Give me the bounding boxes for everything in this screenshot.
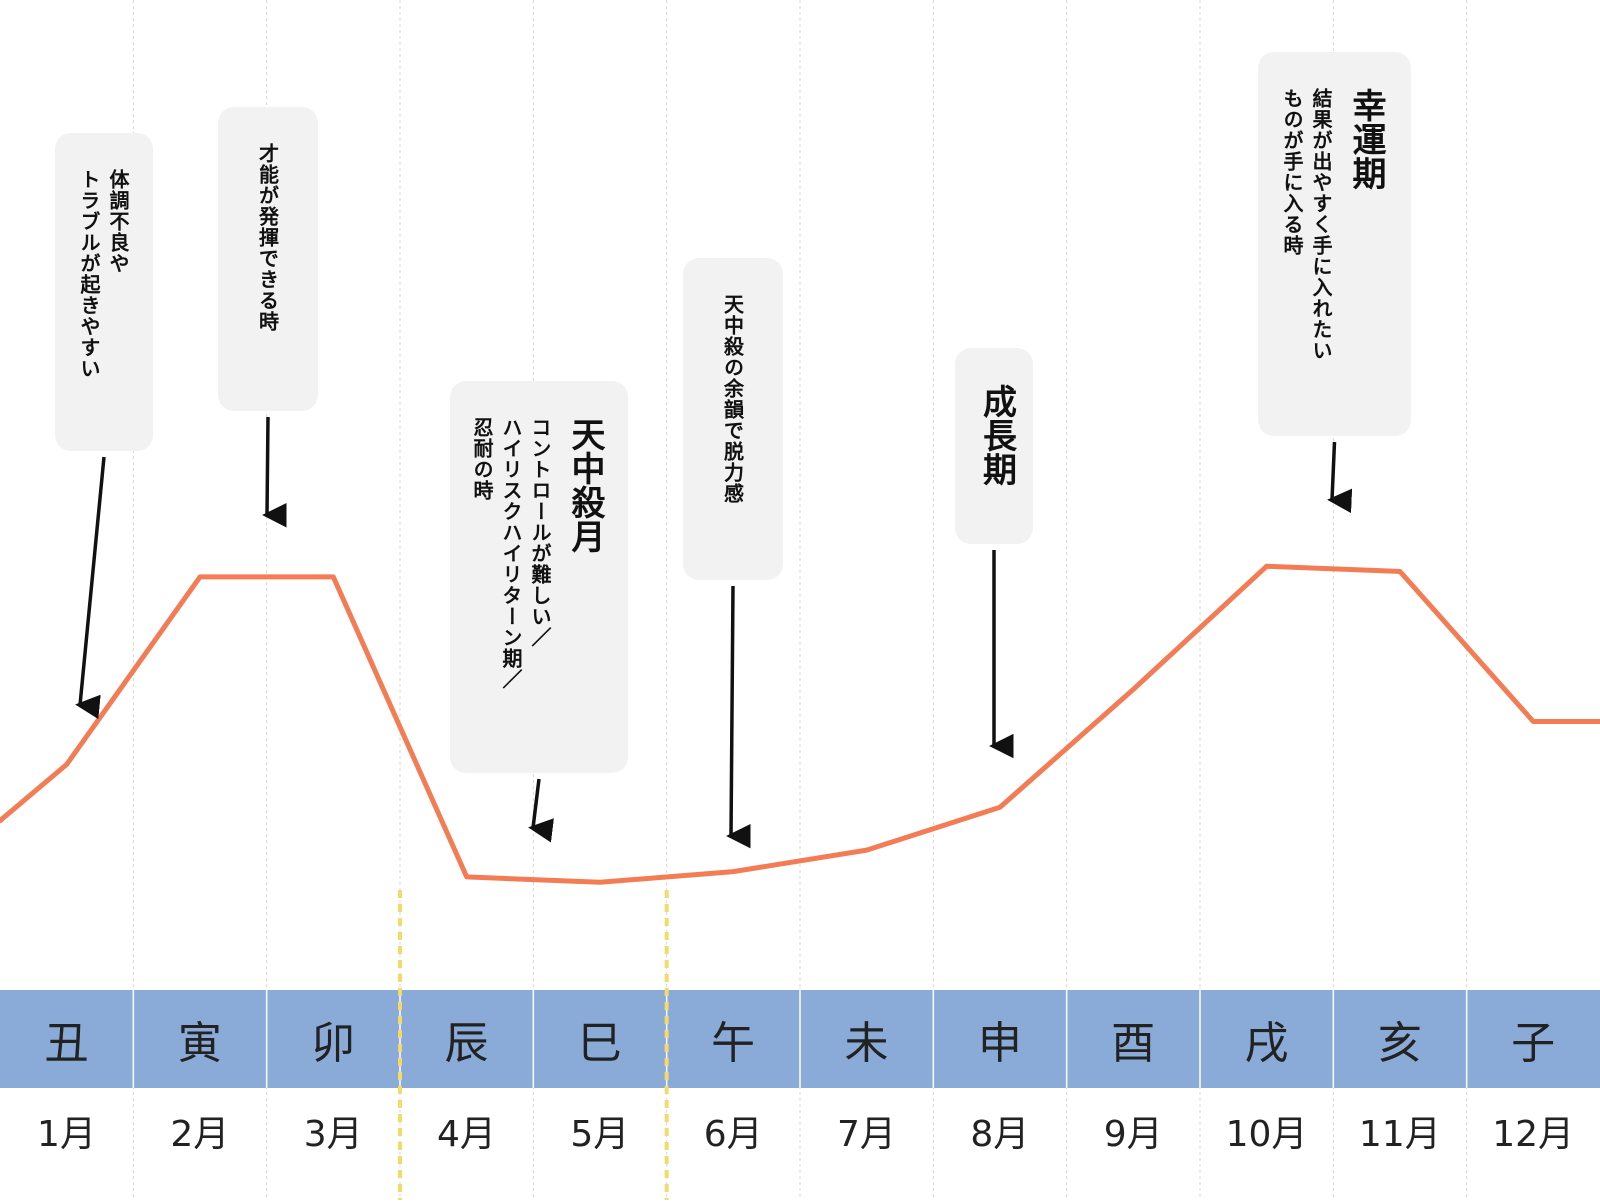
annotation-text: ものが手に入る時 xyxy=(1278,88,1307,256)
annotation-bubble: 成長期 xyxy=(955,348,1033,544)
month-tick-label: 8月 xyxy=(933,1105,1066,1157)
month-tick-label: 10月 xyxy=(1200,1105,1333,1157)
annotation-title: 幸運期 xyxy=(1342,88,1391,190)
month-tick-label: 2月 xyxy=(133,1105,266,1157)
zodiac-label: 未 xyxy=(800,990,933,1088)
zodiac-label: 卯 xyxy=(267,990,400,1088)
month-tick-label: 12月 xyxy=(1467,1105,1600,1157)
zodiac-label: 申 xyxy=(933,990,1066,1088)
annotation-bubble: 幸運期結果が出やすく手に入れたいものが手に入る時 xyxy=(1258,52,1411,436)
zodiac-label: 子 xyxy=(1467,990,1600,1088)
zodiac-label: 戌 xyxy=(1200,990,1333,1088)
annotation-bubble: 天中殺の余韻で脱力感 xyxy=(683,258,783,580)
month-tick-label: 1月 xyxy=(0,1105,133,1157)
zodiac-label: 辰 xyxy=(400,990,533,1088)
month-tick-label: 11月 xyxy=(1333,1105,1466,1157)
annotation-bubble: 天中殺月コントロールが難しい／ハイリスクハイリターン期／忍耐の時 xyxy=(450,381,628,773)
month-tick-label: 7月 xyxy=(800,1105,933,1157)
annotation-arrow xyxy=(533,779,539,828)
annotation-text: トラブルが起きやすい xyxy=(75,169,104,379)
zodiac-label: 亥 xyxy=(1333,990,1466,1088)
annotation-arrow xyxy=(731,586,733,836)
zodiac-label: 酉 xyxy=(1067,990,1200,1088)
annotation-text: 天中殺の余韻で脱力感 xyxy=(719,294,748,504)
month-tick-label: 3月 xyxy=(267,1105,400,1157)
annotation-arrow xyxy=(80,457,104,705)
annotation-title: 成長期 xyxy=(973,384,1022,486)
annotation-bubble: 才能が発揮できる時 xyxy=(218,107,318,411)
month-tick-label: 6月 xyxy=(667,1105,800,1157)
month-tick-label: 5月 xyxy=(533,1105,666,1157)
annotation-arrow xyxy=(267,417,268,515)
annotation-title: 天中殺月 xyxy=(561,417,610,553)
zodiac-label: 丑 xyxy=(0,990,133,1088)
annotation-text: 忍耐の時 xyxy=(468,417,497,501)
annotation-text: ハイリスクハイリターン期／ xyxy=(497,417,526,690)
zodiac-label: 午 xyxy=(667,990,800,1088)
annotation-text: 体調不良や xyxy=(104,169,133,274)
annotation-arrow xyxy=(1332,442,1335,500)
annotation-text: 才能が発揮できる時 xyxy=(254,143,283,332)
month-tick-label: 9月 xyxy=(1067,1105,1200,1157)
annotation-bubble: 体調不良やトラブルが起きやすい xyxy=(55,133,153,451)
zodiac-label: 寅 xyxy=(133,990,266,1088)
annotation-text: 結果が出やすく手に入れたい xyxy=(1307,88,1336,361)
zodiac-label: 巳 xyxy=(533,990,666,1088)
annotation-text: コントロールが難しい／ xyxy=(526,417,555,648)
month-tick-label: 4月 xyxy=(400,1105,533,1157)
